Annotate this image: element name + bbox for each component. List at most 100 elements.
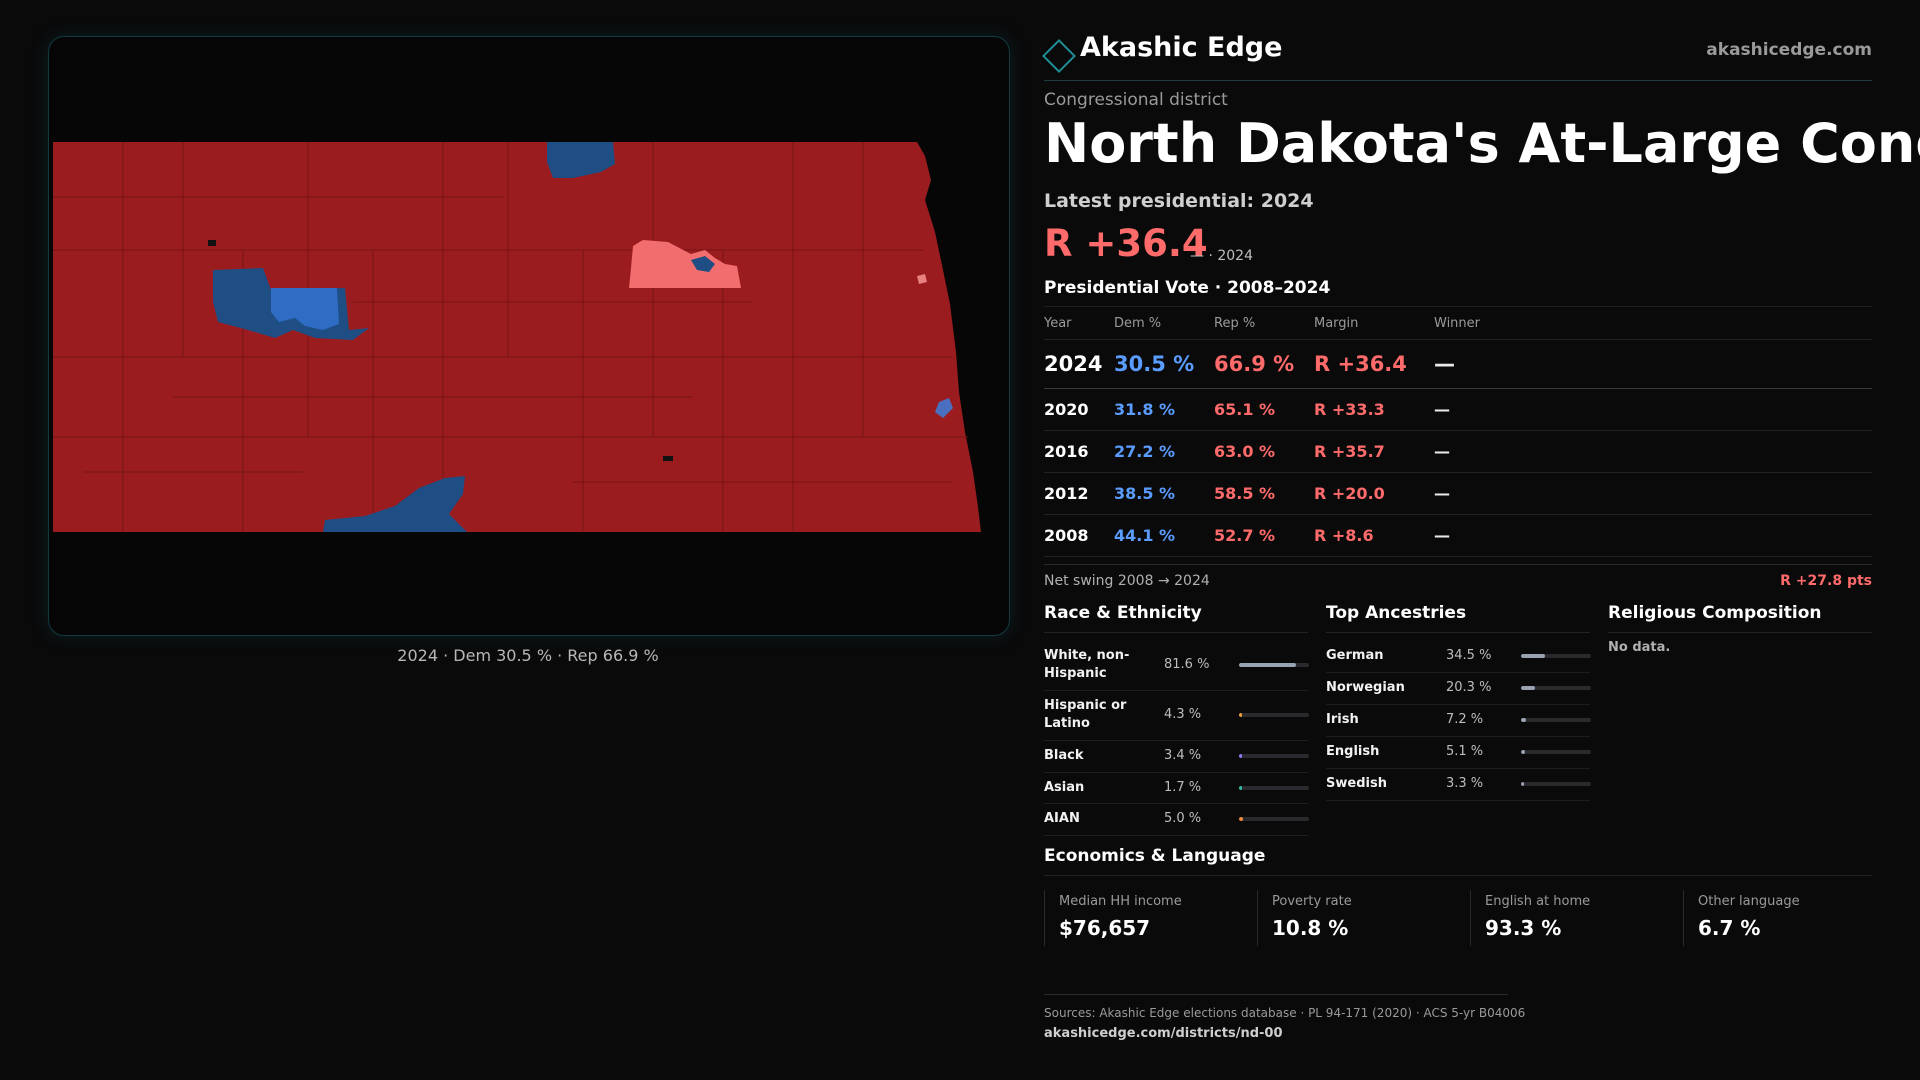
cell-dem: 27.2 % — [1114, 442, 1176, 461]
demographic-row: German 34.5 % — [1326, 640, 1591, 673]
demographic-bar-fill — [1521, 750, 1525, 754]
cell-margin: R +8.6 — [1314, 526, 1374, 545]
demographic-bar-fill — [1239, 663, 1297, 667]
swing-divider — [1044, 564, 1872, 565]
demographic-value: 34.5 % — [1446, 648, 1492, 663]
demographic-row: Black 3.4 % — [1044, 740, 1309, 773]
district-map[interactable] — [53, 142, 1005, 532]
cell-rep: 65.1 % — [1214, 400, 1276, 419]
demographic-value: 1.7 % — [1164, 779, 1202, 795]
econ-label: English at home — [1485, 894, 1591, 909]
race-divider — [1044, 632, 1308, 633]
table-row: 2008 44.1 % 52.7 % R +8.6 — — [1044, 515, 1872, 557]
demographic-label: Hispanic or Latino — [1044, 698, 1127, 731]
table-row: 2020 31.8 % 65.1 % R +33.3 — — [1044, 389, 1872, 431]
map-county-dem-north — [547, 142, 615, 178]
map-marker-west — [208, 240, 216, 246]
demographic-bar-fill — [1521, 782, 1524, 786]
demographic-value: 5.0 % — [1164, 811, 1202, 826]
map-caption: 2024 · Dem 30.5 % · Rep 66.9 % — [397, 646, 659, 665]
demographic-bar — [1521, 654, 1591, 658]
econ-label: Median HH income — [1059, 894, 1182, 909]
demographic-bar — [1521, 782, 1591, 786]
cell-margin: R +35.7 — [1314, 442, 1385, 461]
cell-year: 2012 — [1044, 484, 1089, 503]
demographic-value: 3.3 % — [1446, 776, 1484, 791]
econ-card-income: Median HH income $76,657 — [1044, 890, 1257, 946]
demographic-row: AIAN 5.0 % — [1044, 803, 1309, 836]
map-marker-south — [663, 456, 673, 461]
cell-year: 2016 — [1044, 442, 1089, 461]
ancestry-section-title: Top Ancestries — [1326, 603, 1467, 623]
cell-winner: — — [1434, 400, 1450, 419]
district-map-panel[interactable] — [48, 36, 1010, 636]
econ-label: Poverty rate — [1272, 894, 1352, 909]
header-winner: Winner — [1434, 316, 1481, 331]
religion-empty-text: No data. — [1608, 640, 1671, 655]
econ-card-other-language: Other language 6.7 % — [1683, 890, 1873, 946]
demographic-label: Black — [1044, 748, 1084, 763]
cell-winner: — — [1434, 526, 1450, 545]
district-info-panel: Akashic Edge akashicedge.com Congression… — [1042, 0, 1920, 1080]
demographic-bar-fill — [1239, 785, 1242, 790]
demographic-bar-fill — [1521, 654, 1546, 658]
vote-table-title: Presidential Vote · 2008–2024 — [1044, 278, 1331, 298]
demographic-value: 81.6 % — [1164, 657, 1210, 672]
cell-dem: 31.8 % — [1114, 400, 1176, 419]
demographic-label: White, non-Hispanic — [1044, 648, 1130, 681]
demographic-row: Asian 1.7 % — [1044, 772, 1309, 804]
demographic-bar — [1521, 686, 1591, 690]
cell-winner: — — [1434, 484, 1450, 503]
latest-margin: R +36.4 — [1044, 222, 1208, 265]
header: Akashic Edge akashicedge.com — [1042, 30, 1872, 81]
footer-sources: Sources: Akashic Edge elections database… — [1044, 1006, 1526, 1020]
footer-divider — [1044, 994, 1508, 995]
econ-value: $76,657 — [1059, 916, 1151, 940]
econ-value: 6.7 % — [1698, 916, 1761, 940]
demographic-bar-fill — [1239, 713, 1242, 717]
demographic-bar — [1239, 754, 1309, 758]
net-swing-value: R +27.8 pts — [1780, 573, 1872, 589]
cell-dem: 44.1 % — [1114, 526, 1176, 545]
diamond-logo-icon — [1042, 39, 1076, 73]
demographic-label: AIAN — [1044, 811, 1080, 826]
map-county-dem-small — [691, 256, 715, 272]
cell-year: 2008 — [1044, 526, 1089, 545]
demographic-label: Asian — [1044, 779, 1085, 795]
demographic-bar — [1239, 713, 1309, 717]
latest-presidential-label: Latest presidential: 2024 — [1044, 190, 1314, 212]
table-row: 2024 30.5 % 66.9 % R +36.4 — — [1044, 340, 1872, 389]
demographic-row: English 5.1 % — [1326, 736, 1591, 769]
cell-year: 2024 — [1044, 352, 1103, 376]
demographic-label: Swedish — [1326, 776, 1387, 791]
econ-value: 93.3 % — [1485, 916, 1562, 940]
brand-name[interactable]: Akashic Edge — [1080, 32, 1283, 63]
vote-table-header: Year Dem % Rep % Margin Winner — [1044, 307, 1872, 340]
cell-margin: R +36.4 — [1314, 352, 1407, 376]
ancestry-divider — [1326, 632, 1590, 633]
economics-divider — [1044, 875, 1872, 876]
map-county-dem-south — [323, 476, 467, 532]
net-swing-label: Net swing 2008 → 2024 — [1044, 573, 1210, 589]
header-dem: Dem % — [1114, 316, 1162, 331]
header-margin: Margin — [1314, 316, 1359, 331]
demographic-bar — [1239, 663, 1309, 667]
cell-rep: 66.9 % — [1214, 352, 1295, 376]
cell-rep: 58.5 % — [1214, 484, 1276, 503]
demographic-value: 7.2 % — [1446, 712, 1484, 727]
footer-url[interactable]: akashicedge.com/districts/nd-00 — [1044, 1026, 1283, 1041]
demographic-bar — [1239, 817, 1309, 821]
site-link[interactable]: akashicedge.com — [1706, 40, 1872, 60]
header-rep: Rep % — [1214, 316, 1256, 331]
demographic-row: White, non-Hispanic 81.6 % — [1044, 640, 1309, 691]
demographic-value: 3.4 % — [1164, 748, 1202, 763]
cell-rep: 52.7 % — [1214, 526, 1276, 545]
demographic-value: 5.1 % — [1446, 744, 1484, 759]
cell-year: 2020 — [1044, 400, 1089, 419]
race-section-title: Race & Ethnicity — [1044, 603, 1202, 623]
table-row: 2012 38.5 % 58.5 % R +20.0 — — [1044, 473, 1872, 515]
demographic-label: German — [1326, 648, 1384, 663]
religion-section-title: Religious Composition — [1608, 603, 1822, 623]
cell-winner: — — [1434, 352, 1455, 376]
demographic-label: Irish — [1326, 712, 1359, 727]
